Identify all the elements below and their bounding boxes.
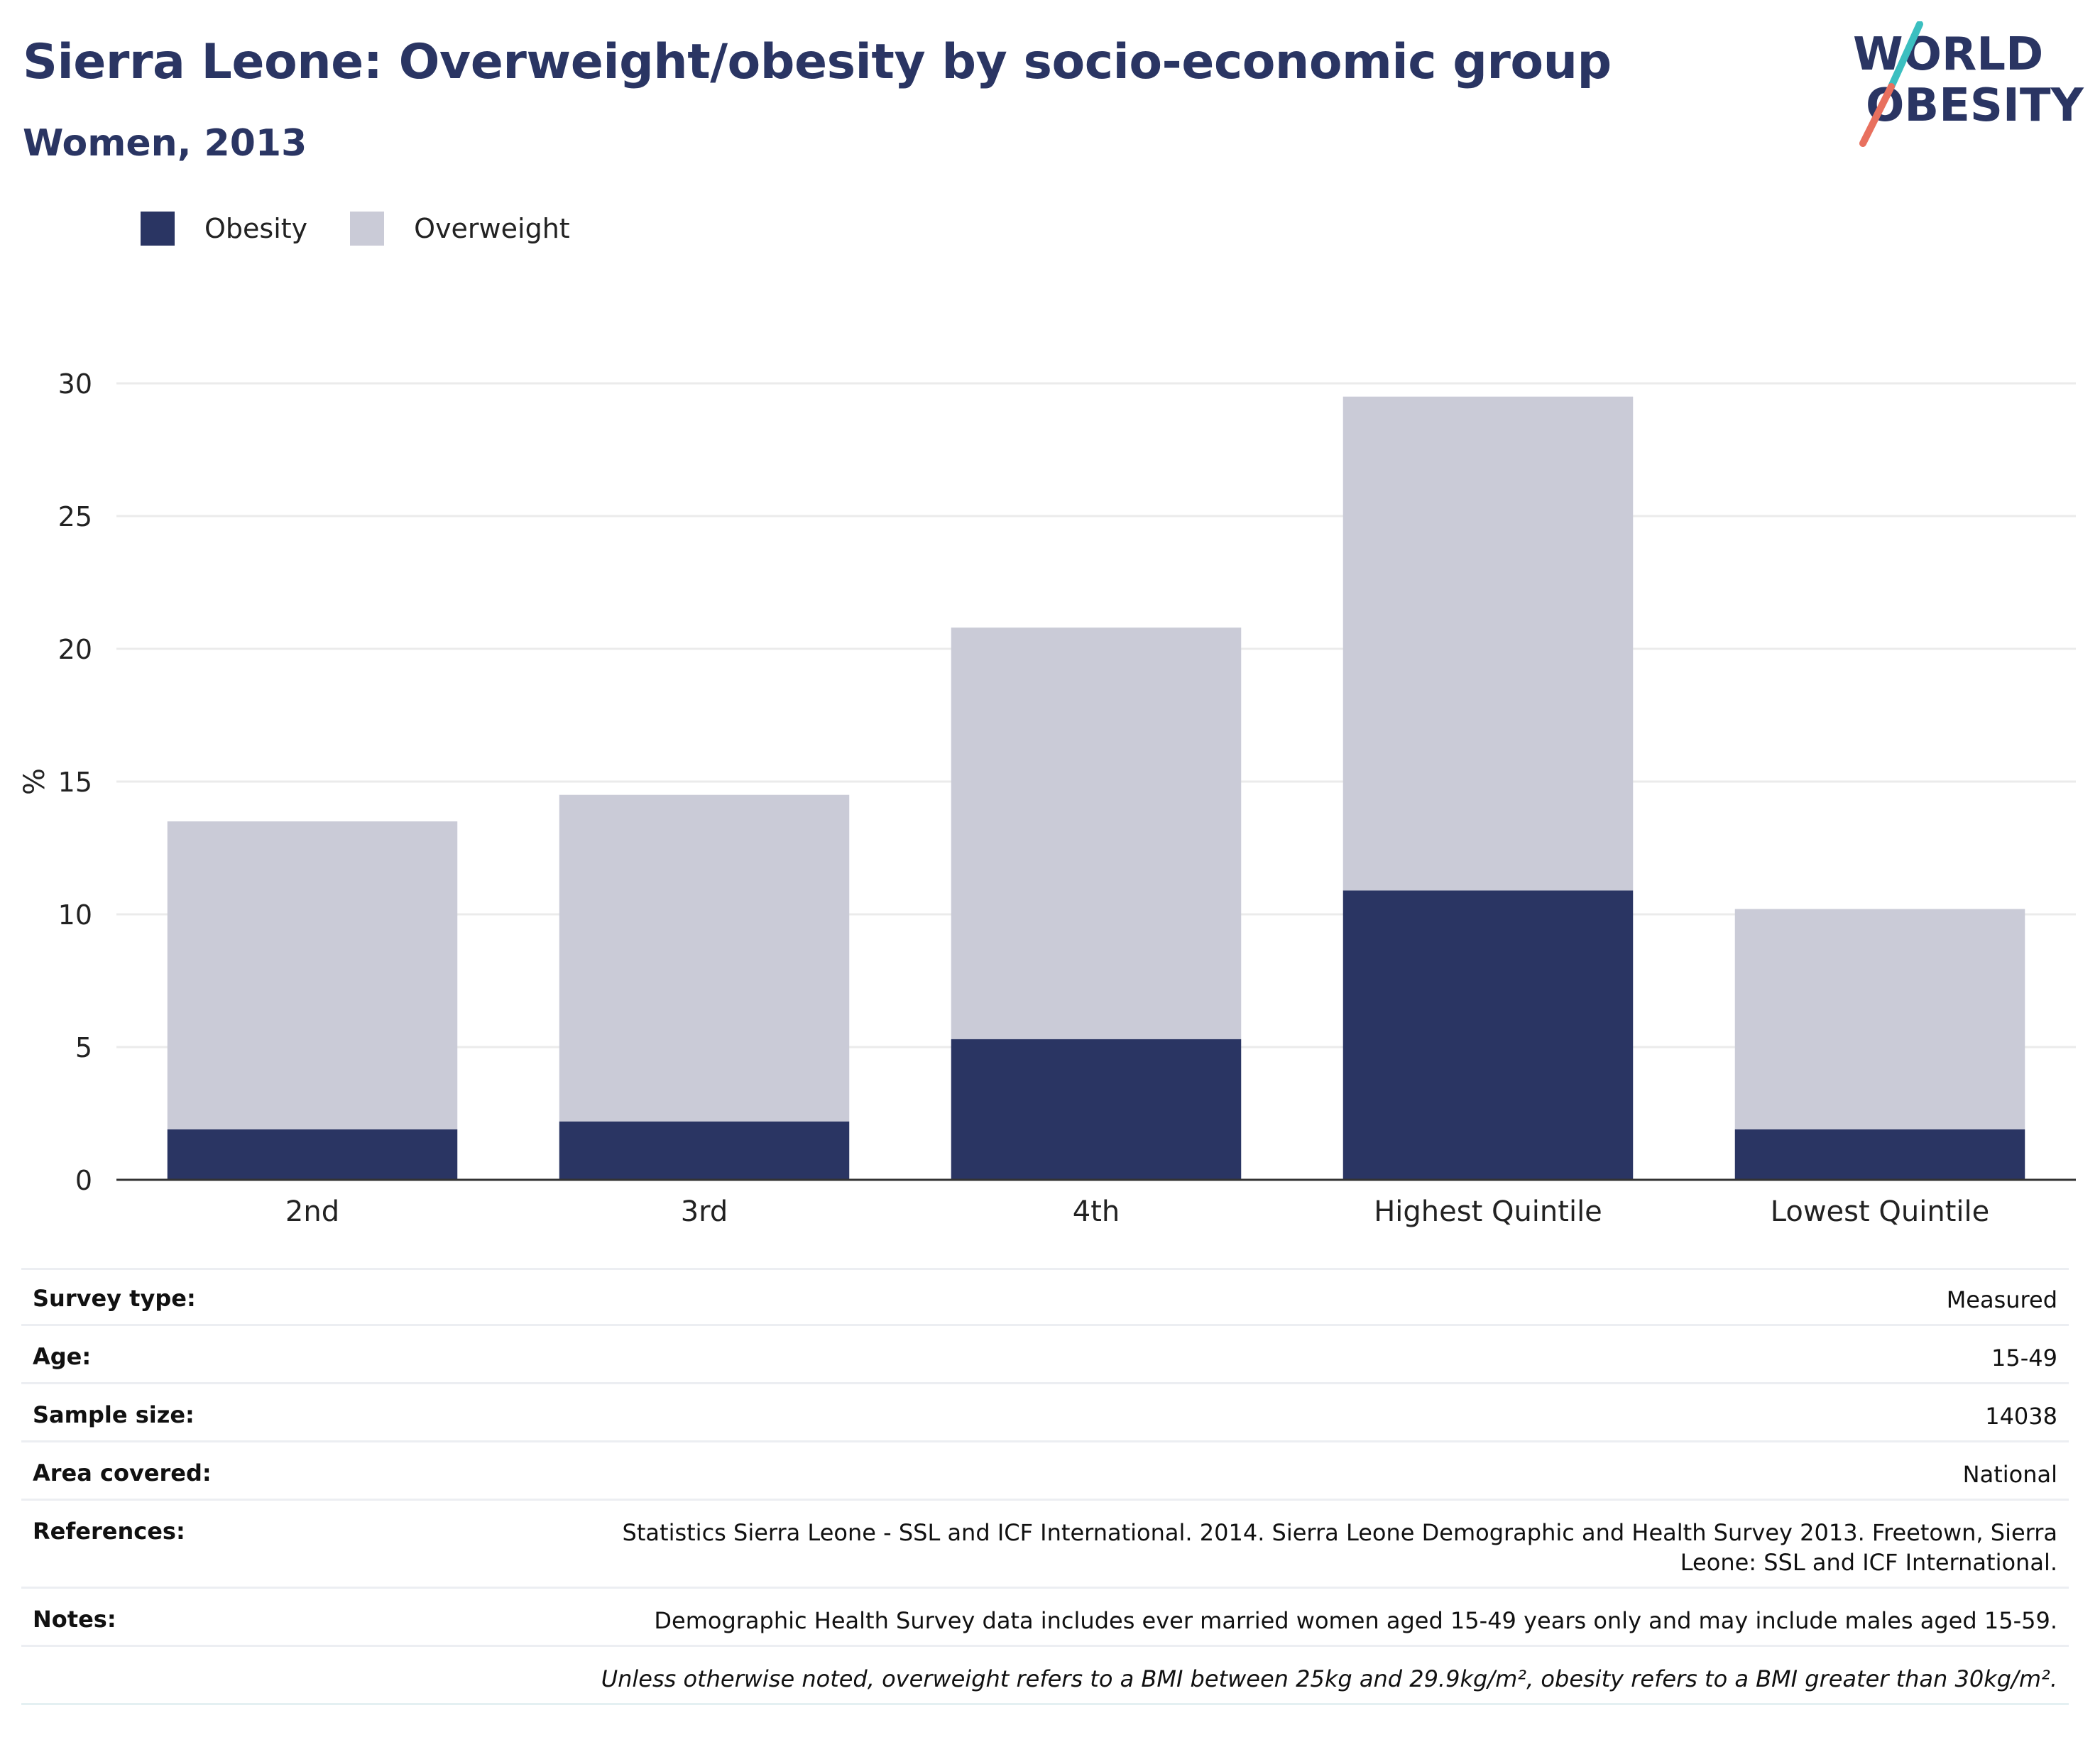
y-tick-label: 15 xyxy=(58,767,92,798)
meta-label: Sample size: xyxy=(33,1401,195,1428)
y-tick-label: 25 xyxy=(58,501,92,532)
bar-overweight xyxy=(951,628,1242,1039)
y-axis-label: % xyxy=(18,768,51,795)
y-tick-label: 0 xyxy=(75,1165,92,1196)
legend: Obesity Overweight xyxy=(141,212,613,246)
bar-overweight xyxy=(1734,909,2025,1129)
legend-label-overweight: Overweight xyxy=(414,213,570,244)
bar-overweight xyxy=(167,821,458,1129)
meta-value: 14038 xyxy=(1985,1403,2057,1430)
meta-value: National xyxy=(1962,1461,2057,1488)
world-obesity-logo: WORLD OBESITY xyxy=(1853,21,2084,147)
meta-value: Measured xyxy=(1946,1286,2057,1313)
legend-swatch-overweight xyxy=(350,212,385,246)
chart-subtitle: Women, 2013 xyxy=(23,122,307,165)
bar-overweight xyxy=(1342,396,1634,891)
meta-value: 15-49 xyxy=(1991,1345,2057,1371)
meta-value: Demographic Health Survey data includes … xyxy=(654,1607,2057,1634)
stacked-bar-chart: 0 5 10 15 20 25 30% 2nd 3rd 4th Highest Quintile Lo… xyxy=(18,368,2076,1228)
x-tick-label: Lowest Quintile xyxy=(1771,1195,1989,1228)
bar-obesity xyxy=(1734,1129,2025,1180)
logo-word-obesity: OBESITY xyxy=(1866,80,2084,132)
meta-footnote-row: Unless otherwise noted, overweight refer… xyxy=(21,1647,2069,1705)
x-tick-label: 2nd xyxy=(285,1195,339,1228)
logo-slash-bottom xyxy=(1859,83,1895,147)
meta-row: Sample size: 14038 xyxy=(21,1384,2069,1442)
meta-label: References: xyxy=(33,1518,185,1545)
chart-title: Sierra Leone: Overweight/obesity by soci… xyxy=(23,34,1612,90)
meta-label: Age: xyxy=(33,1343,92,1370)
meta-row: Notes: Demographic Health Survey data inc… xyxy=(21,1589,2069,1647)
meta-row: Survey type: Measured xyxy=(21,1268,2069,1326)
legend-item-obesity[interactable]: Obesity xyxy=(141,212,307,246)
legend-swatch-obesity xyxy=(141,212,175,246)
meta-label: Area covered: xyxy=(33,1460,212,1486)
meta-value: Statistics Sierra Leone - SSL and ICF In… xyxy=(622,1519,2057,1576)
meta-footnote: Unless otherwise noted, overweight refer… xyxy=(601,1665,2057,1692)
survey-metadata-table: Survey type: Measured Age: 15-49 Sample size… xyxy=(21,1268,2069,1705)
legend-label-obesity: Obesity xyxy=(204,213,308,244)
meta-row: Area covered: National xyxy=(21,1442,2069,1501)
bar-obesity xyxy=(1342,890,1634,1180)
logo-slash-top xyxy=(1888,21,1923,90)
meta-label: Survey type: xyxy=(33,1285,196,1312)
y-tick-label: 30 xyxy=(58,368,92,400)
bar-overweight xyxy=(559,794,850,1122)
y-tick-label: 5 xyxy=(75,1032,92,1063)
logo-word-world: WORLD xyxy=(1853,28,2043,81)
y-tick-label: 20 xyxy=(58,634,92,665)
meta-label: Notes: xyxy=(33,1606,116,1633)
y-tick-label: 10 xyxy=(58,899,92,931)
bar-obesity xyxy=(559,1121,850,1180)
meta-top-divider xyxy=(21,1268,2069,1270)
x-tick-label: 4th xyxy=(1073,1195,1120,1228)
x-tick-label: 3rd xyxy=(681,1195,728,1228)
bar-obesity xyxy=(951,1039,1242,1180)
meta-row: References: Statistics Sierra Leone - SSL… xyxy=(21,1501,2069,1589)
legend-item-overweight[interactable]: Overweight xyxy=(350,212,570,246)
x-tick-label: Highest Quintile xyxy=(1374,1195,1602,1228)
bar-obesity xyxy=(167,1129,458,1180)
meta-row: Age: 15-49 xyxy=(21,1326,2069,1384)
